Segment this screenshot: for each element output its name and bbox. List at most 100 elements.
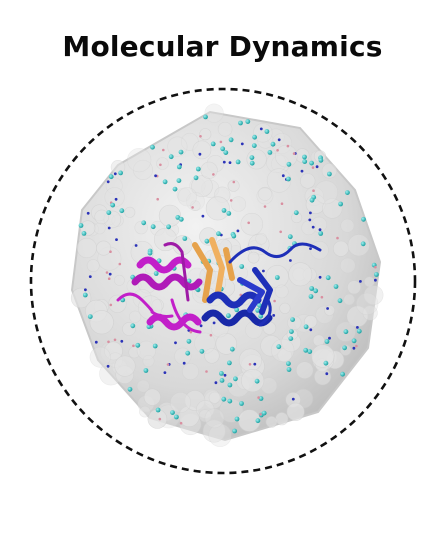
blue-ion (201, 214, 205, 218)
water-bump (170, 391, 192, 413)
cyan-ion (303, 324, 309, 330)
cyan-ion (175, 215, 181, 220)
cyan-ion (153, 271, 159, 276)
pink-ion (286, 144, 290, 148)
water-bump (238, 348, 262, 372)
cyan-ion (127, 386, 133, 392)
water-bump (324, 304, 336, 316)
cyan-ion (323, 360, 329, 366)
water-bump (89, 346, 111, 368)
water-bump (177, 187, 197, 207)
blue-ion (308, 218, 312, 222)
water-bump (288, 262, 313, 287)
cyan-ion (219, 371, 224, 376)
pink-ion (205, 370, 208, 373)
blue-ion (311, 225, 315, 229)
pink-ion (279, 230, 283, 234)
cyan-ion (152, 343, 158, 349)
cyan-ion (267, 150, 273, 155)
water-bump (129, 310, 142, 323)
cyan-ion (308, 294, 314, 299)
pink-ion (292, 152, 296, 155)
cyan-ion (342, 345, 347, 351)
water-bump (199, 128, 212, 141)
blue-ion (289, 259, 292, 262)
pink-ion (199, 135, 202, 138)
water-bump (105, 177, 123, 195)
cyan-ion (204, 238, 210, 244)
cyan-ion (166, 224, 172, 230)
cyan-ion (150, 144, 155, 150)
cyan-ion (118, 170, 123, 176)
blue-ion (309, 328, 313, 332)
water-bump (156, 157, 169, 170)
cyan-ion (110, 202, 116, 208)
water-bump (347, 280, 362, 295)
water-bump (257, 186, 272, 201)
cyan-ion (195, 166, 201, 172)
cyan-ion (337, 298, 343, 304)
cyan-ion (309, 286, 315, 291)
water-bump (362, 305, 378, 321)
cyan-ion (345, 190, 350, 196)
cyan-ion (219, 378, 225, 383)
cyan-ion (234, 307, 240, 313)
water-bump (167, 136, 188, 157)
blue-ion (359, 280, 362, 283)
water-bump (94, 209, 109, 225)
cyan-ion (146, 324, 152, 330)
cyan-ion (361, 216, 366, 222)
pink-ion (105, 271, 109, 274)
blue-ion (318, 228, 322, 232)
cyan-ion (252, 134, 257, 140)
cyan-ion (182, 236, 188, 241)
cyan-ion (108, 174, 114, 180)
water-bump (136, 340, 157, 361)
cyan-ion (239, 401, 244, 406)
blue-ion (272, 314, 276, 317)
blue-ion (223, 373, 227, 377)
blue-ion (174, 341, 177, 345)
blue-ion (356, 326, 359, 329)
cyan-ion (226, 211, 232, 216)
water-bump (300, 173, 316, 189)
water-bump (192, 140, 212, 160)
blue-ion (300, 169, 304, 173)
water-bump (343, 293, 356, 306)
cyan-ion (360, 241, 366, 247)
blue-ion (325, 372, 329, 376)
pink-ion (355, 344, 358, 348)
pink-ion (257, 396, 260, 399)
blue-ion (236, 229, 240, 233)
water-bump (185, 191, 205, 211)
cyan-ion (199, 348, 205, 354)
pink-ion (156, 197, 159, 201)
blue-ion (199, 324, 203, 328)
water-bump (104, 187, 125, 208)
cyan-ion (286, 367, 292, 372)
cyan-ion (141, 220, 147, 226)
cyan-ion (255, 308, 261, 313)
water-bump (96, 240, 112, 256)
blue-ion (309, 247, 312, 251)
water-bump (274, 284, 289, 299)
water-bump (286, 402, 305, 421)
water-bump (86, 259, 100, 272)
pink-ion (229, 199, 233, 202)
water-bump (355, 292, 379, 316)
cyan-ion (106, 210, 112, 216)
blue-ion (198, 152, 202, 156)
water-bump (200, 161, 218, 179)
cyan-ion (81, 231, 87, 236)
cyan-ion (82, 292, 88, 298)
pink-ion (158, 417, 162, 421)
water-bump (253, 123, 273, 143)
pink-ion (107, 277, 111, 281)
cyan-ion (78, 223, 84, 228)
blue-ion (115, 238, 118, 242)
water-box (70, 103, 384, 447)
cyan-ion (238, 120, 243, 126)
pink-ion (312, 189, 315, 192)
cyan-ion (234, 416, 240, 422)
